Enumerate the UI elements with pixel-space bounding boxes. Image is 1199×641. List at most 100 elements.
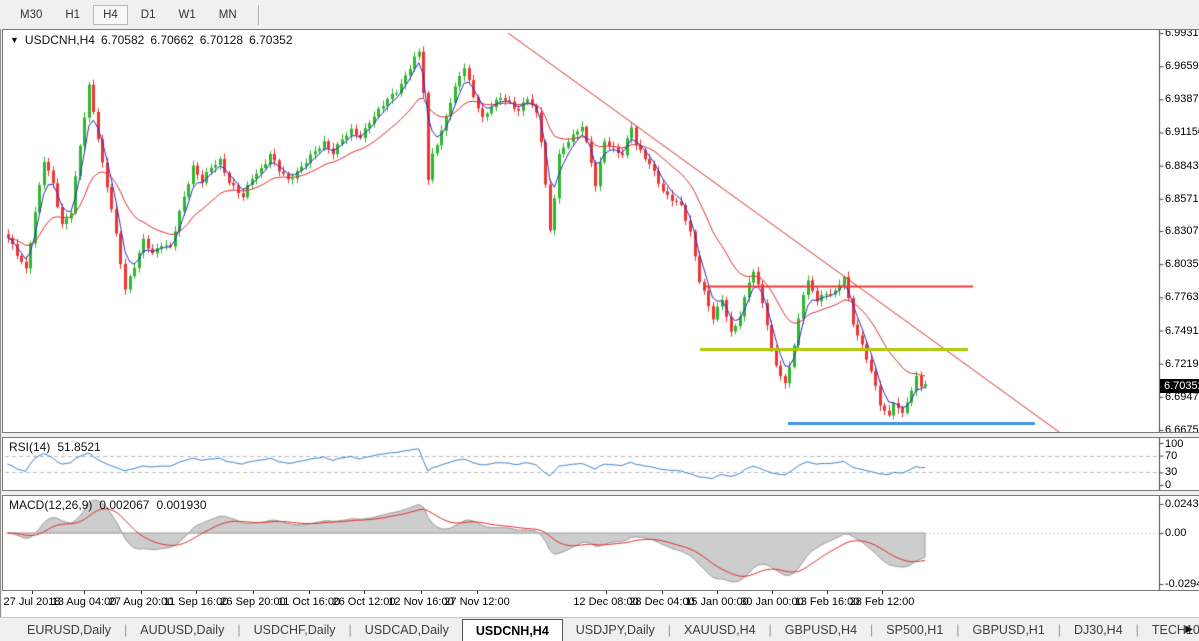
- macd-axis-label: 0.024372: [1165, 498, 1199, 510]
- price-axis-label: 6.74910: [1165, 324, 1199, 337]
- time-axis-label: 27 Nov 12:00: [444, 596, 510, 608]
- timeframe-tab-H1[interactable]: H1: [65, 8, 81, 21]
- symbol-tab-usdchf-daily[interactable]: USDCHF,Daily: [253, 622, 336, 637]
- rsi-axis-label: 70: [1165, 449, 1178, 462]
- time-axis-label: 26 Sep 20:00: [220, 596, 286, 608]
- rsi-name: RSI(14): [9, 440, 51, 454]
- symbol-tab-sp500-h1[interactable]: SP500,H1: [886, 622, 944, 637]
- current-price-badge: 6.70352: [1160, 379, 1199, 394]
- price-axis-label: 6.88430: [1165, 159, 1199, 172]
- time-axis-tick: [662, 591, 663, 594]
- symbol-tab-gbpusd-h1[interactable]: GBPUSD,H1: [972, 622, 1045, 637]
- tab-separator: |: [348, 622, 352, 637]
- symbol-tab-gbpusd-h4[interactable]: GBPUSD,H4: [784, 622, 858, 637]
- price-axis-label: 6.72190: [1165, 357, 1199, 370]
- panel-splitter[interactable]: [2, 491, 1199, 495]
- time-axis-tick: [84, 591, 85, 594]
- time-axis-tick: [882, 591, 883, 594]
- time-axis-tick: [196, 591, 197, 594]
- macd-value-main: 0.002067: [99, 498, 150, 512]
- time-axis-tick: [253, 591, 254, 594]
- time-axis-label: 11 Oct 16:00: [277, 596, 341, 608]
- timeframe-tab-D1[interactable]: D1: [140, 8, 156, 21]
- time-axis-tick: [717, 591, 718, 594]
- ohlc-open: 6.70582: [100, 33, 145, 47]
- symbol-tab-usdcnh-h4[interactable]: USDCNH,H4: [461, 619, 563, 641]
- time-axis-label: 30 Jan 00:00: [740, 596, 804, 608]
- symbol-tabbar: EURUSD,Daily | AUDUSD,Daily | USDCHF,Daily | U…: [0, 617, 1199, 641]
- main-chart-canvas[interactable]: [3, 30, 1199, 432]
- time-axis-label: 12 Dec 08:00: [573, 596, 639, 608]
- time-axis-label: 13 Aug 04:00: [51, 596, 117, 608]
- time-axis-tick: [827, 591, 828, 594]
- panel-splitter[interactable]: [2, 433, 1199, 437]
- price-axis-label: 6.93870: [1165, 93, 1199, 106]
- timeframe-tab-H4[interactable]: H4: [93, 4, 128, 25]
- tab-separator: |: [1057, 622, 1062, 637]
- tab-separator: |: [768, 622, 772, 637]
- chart-window: ▼ USDCNH,H4 6.70582 6.70662 6.70128 6.70…: [0, 29, 1199, 617]
- symbol-tab-usdjpy-daily[interactable]: USDJPY,Daily: [575, 622, 655, 637]
- symbol-tab-tech100-h1[interactable]: TECH100,H1: [1151, 622, 1199, 637]
- ohlc-high: 6.70662: [150, 33, 194, 47]
- price-axis-label: 6.99310: [1165, 29, 1199, 39]
- symbol-tab-eurusd-daily[interactable]: EURUSD,Daily: [27, 622, 112, 637]
- price-axis-label: 6.80350: [1165, 258, 1199, 271]
- price-axis-label: 6.77630: [1165, 291, 1199, 304]
- macd-label: MACD(12,26,9) 0.002067 0.001930: [9, 498, 207, 512]
- macd-axis-label: -0.029423: [1165, 578, 1199, 590]
- rsi-canvas[interactable]: [3, 438, 1199, 490]
- chart-header: ▼ USDCNH,H4 6.70582 6.70662 6.70128 6.70…: [10, 33, 293, 47]
- tab-separator: |: [124, 622, 128, 637]
- ohlc-close: 6.70352: [249, 33, 293, 47]
- tab-separator: |: [870, 622, 874, 637]
- time-axis-tick: [364, 591, 365, 594]
- time-axis-tick: [32, 591, 33, 594]
- time-axis-label: 27 Aug 20:00: [108, 596, 174, 608]
- price-axis-label: 6.66750: [1165, 424, 1199, 433]
- time-axis-label: 12 Nov 16:00: [388, 596, 454, 608]
- price-axis-label: 6.83070: [1165, 225, 1199, 237]
- toolbar-divider: [257, 4, 259, 25]
- time-axis-tick: [421, 591, 422, 594]
- rsi-axis-label: 0: [1165, 479, 1172, 491]
- macd-canvas[interactable]: [3, 496, 1199, 590]
- tab-separator: |: [667, 622, 671, 637]
- symbol-tab-dj30-h4[interactable]: DJ30,H4: [1074, 622, 1123, 637]
- time-axis-label: 28 Dec 04:00: [629, 596, 695, 608]
- tab-separator: |: [956, 622, 960, 637]
- time-axis-label: 15 Jan 00:00: [685, 596, 749, 608]
- time-axis-label: 11 Sep 16:00: [163, 596, 229, 608]
- macd-panel: MACD(12,26,9) 0.002067 0.001930 0.024372…: [2, 495, 1199, 591]
- main-chart-panel: ▼ USDCNH,H4 6.70582 6.70662 6.70128 6.70…: [2, 29, 1199, 433]
- time-axis-label: 13 Feb 16:00: [794, 596, 860, 608]
- tab-separator: |: [1135, 622, 1139, 637]
- chart-symbol-label: USDCNH,H4: [24, 33, 95, 47]
- timeframe-toolbar: M30 H1 H4 D1 W1 MN: [0, 0, 1199, 29]
- rsi-label: RSI(14) 51.8521: [9, 440, 101, 454]
- price-axis-label: 6.85710: [1165, 192, 1199, 205]
- symbol-tab-xauusd-h4[interactable]: XAUUSD,H4: [684, 622, 756, 637]
- time-axis-tick: [772, 591, 773, 594]
- symbol-tab-audusd-daily[interactable]: AUDUSD,Daily: [140, 622, 225, 637]
- ohlc-low: 6.70128: [199, 33, 244, 47]
- rsi-axis-label: 100: [1165, 438, 1184, 450]
- time-axis-tick: [309, 591, 310, 594]
- timeframe-tab-W1[interactable]: W1: [178, 8, 196, 21]
- time-axis-tick: [606, 591, 607, 594]
- macd-value-signal: 0.001930: [156, 498, 207, 512]
- time-scale[interactable]: 27 Jul 2018 13 Aug 04:00 27 Aug 20:00 11 Se…: [2, 591, 1199, 617]
- price-axis-label: 6.91150: [1165, 126, 1199, 139]
- timeframe-tab-MN[interactable]: MN: [218, 8, 237, 21]
- timeframe-tab-M30[interactable]: M30: [20, 8, 43, 21]
- tabs-scroll-right-button[interactable]: ▶: [1185, 624, 1193, 635]
- symbol-tab-usdcad-daily[interactable]: USDCAD,Daily: [364, 622, 449, 637]
- macd-axis-label: 0.00: [1165, 527, 1187, 539]
- rsi-axis-label: 30: [1165, 466, 1178, 479]
- time-axis-label: 26 Oct 12:00: [332, 596, 396, 608]
- price-axis-label: 6.96590: [1165, 60, 1199, 73]
- rsi-panel: RSI(14) 51.8521 100 70 30 0: [2, 437, 1199, 491]
- symbol-dropdown-icon[interactable]: ▼: [10, 35, 19, 45]
- rsi-value: 51.8521: [57, 440, 101, 454]
- macd-name: MACD(12,26,9): [9, 498, 93, 512]
